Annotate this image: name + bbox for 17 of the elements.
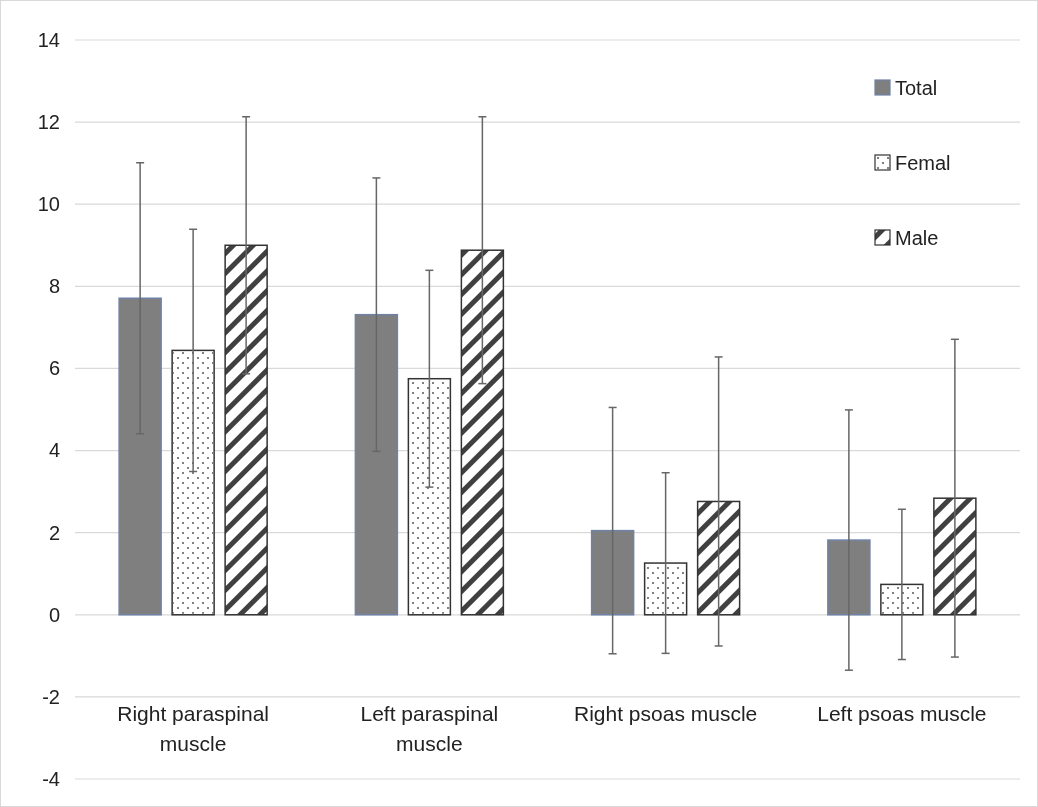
y-tick-label: 2 [48,521,60,544]
y-tick-label: 14 [37,28,60,51]
y-tick-label: 8 [48,275,60,298]
y-tick-label: -4 [42,767,60,790]
y-tick-label: 4 [48,439,60,462]
x-tick-label: Right paraspinal muscle [117,701,270,755]
legend-label: Femal [895,152,951,174]
y-tick-label: -2 [42,685,60,708]
legend-label: Male [895,227,939,249]
x-tick-label: Left psoas muscle [817,701,987,725]
y-tick-label: 10 [37,193,60,216]
x-tick-label: Right psoas muscle [574,701,758,725]
x-tick-label: Left paraspinal muscle [360,701,499,755]
legend-label: Total [895,77,938,99]
y-tick-label: 6 [48,357,60,380]
y-tick-label: 12 [37,111,60,134]
y-tick-label: 0 [48,603,60,626]
